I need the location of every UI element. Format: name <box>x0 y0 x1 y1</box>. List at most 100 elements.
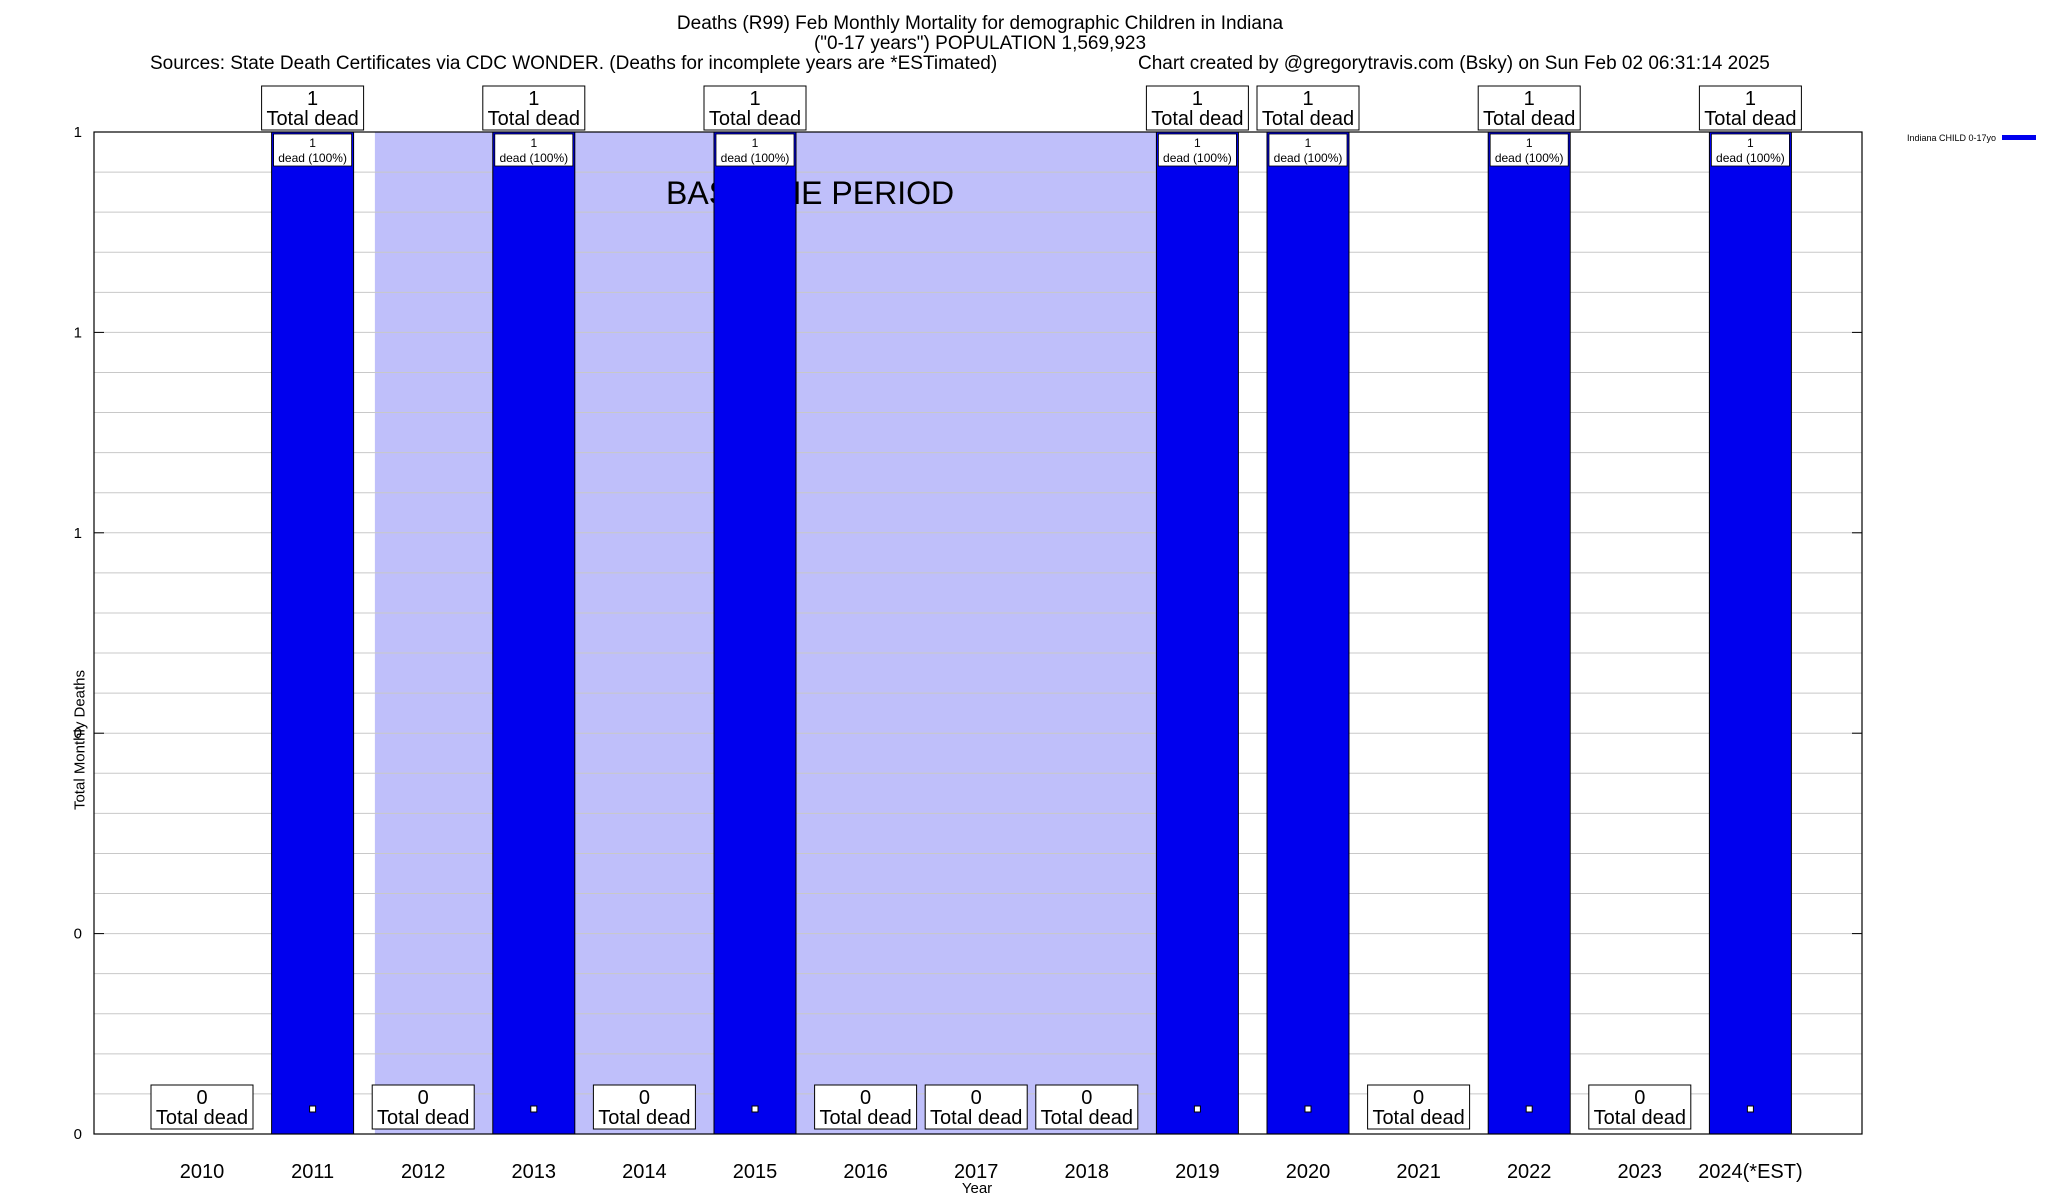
x-tick-label: 2018 <box>1065 1161 1110 1183</box>
plot-frame <box>93 131 1863 1135</box>
bar <box>1266 131 1350 1135</box>
total-dead-text: 0 <box>639 1087 650 1109</box>
total-dead-text: Total dead <box>1262 108 1354 130</box>
sources-text: Sources: State Death Certificates via CD… <box>150 53 998 74</box>
legend-entry-label: Indiana CHILD 0-17yo <box>1907 133 1996 143</box>
total-dead-box <box>371 1084 475 1130</box>
x-tick-label: 2020 <box>1286 1161 1331 1183</box>
y-axis-ticks: 0 0 0 1 1 1 <box>74 124 1862 1143</box>
x-tick-label: 2021 <box>1396 1161 1441 1183</box>
total-dead-text: 1 <box>749 88 760 110</box>
bar-inner-label-box <box>1711 133 1790 167</box>
total-dead-text: Total dead <box>930 1107 1022 1129</box>
x-tick-label: 2017 <box>954 1161 999 1183</box>
x-tick-label: 2015 <box>733 1161 778 1183</box>
total-dead-box <box>814 1084 918 1130</box>
bar-inner-label-box <box>715 133 795 167</box>
chart-subtitle: ("0-17 years") POPULATION 1,569,923 <box>813 33 1147 54</box>
bar-inner-label-box <box>494 133 574 167</box>
total-dead-text: Total dead <box>156 1107 248 1129</box>
x-tick-marker <box>1304 1105 1312 1113</box>
bar-inner-percent: dead (100%) <box>1163 151 1232 165</box>
y-tick-label: 1 <box>74 324 82 341</box>
total-dead-text: 1 <box>528 88 539 110</box>
total-dead-text: 1 <box>307 88 318 110</box>
total-dead-text: 0 <box>418 1087 429 1109</box>
x-axis-label: Year <box>962 1180 992 1197</box>
total-dead-text: Total dead <box>266 108 358 130</box>
x-tick-marker <box>1525 1105 1533 1113</box>
total-dead-box <box>1698 85 1802 131</box>
total-dead-text: 0 <box>1081 1087 1092 1109</box>
x-tick-label: 2016 <box>843 1161 888 1183</box>
total-dead-text: 0 <box>1634 1087 1645 1109</box>
bar <box>713 131 797 1135</box>
total-dead-text: Total dead <box>377 1107 469 1129</box>
total-dead-text: 1 <box>1745 88 1756 110</box>
total-dead-box <box>1035 1084 1139 1130</box>
y-tick-label: 0 <box>74 725 82 742</box>
x-tick-marker <box>1746 1105 1754 1113</box>
x-tick-marker <box>1193 1105 1201 1113</box>
total-dead-text: Total dead <box>709 108 801 130</box>
x-tick-label: 2014 <box>622 1161 667 1183</box>
total-dead-text: Total dead <box>1594 1107 1686 1129</box>
y-tick-label: 0 <box>74 1126 82 1143</box>
y-axis-label: Total Monthly Deaths <box>71 669 89 811</box>
baseline-period-label: BASELINE PERIOD <box>666 175 954 211</box>
bar-inner-count: 1 <box>752 136 759 150</box>
x-tick-label: 2012 <box>401 1161 446 1183</box>
bar-inner-percent: dead (100%) <box>1716 151 1785 165</box>
y-tick-label: 1 <box>74 124 82 141</box>
total-dead-text: 0 <box>971 1087 982 1109</box>
total-dead-box <box>1367 1084 1471 1130</box>
bar-inner-label-box <box>273 133 353 167</box>
legend-swatch <box>2002 135 2036 140</box>
bar-inner-label-box <box>1268 133 1348 167</box>
x-tick-label: 2023 <box>1618 1161 1663 1183</box>
total-dead-text: 1 <box>1524 88 1535 110</box>
total-dead-box <box>150 1084 254 1130</box>
total-dead-text: Total dead <box>598 1107 690 1129</box>
bar-inner-count: 1 <box>1526 136 1533 150</box>
total-dead-text: Total dead <box>1151 108 1243 130</box>
total-dead-text: 0 <box>860 1087 871 1109</box>
bar-inner-count: 1 <box>1747 136 1754 150</box>
bar-inner-percent: dead (100%) <box>1495 151 1564 165</box>
credit-text: Chart created by @gregorytravis.com (Bsk… <box>1138 53 1770 74</box>
x-tick-marker <box>530 1105 538 1113</box>
bar-inner-count: 1 <box>309 136 316 150</box>
bar <box>271 131 355 1135</box>
x-tick-label: 2010 <box>180 1161 225 1183</box>
x-tick-marker <box>309 1105 317 1113</box>
total-dead-text: Total dead <box>488 108 580 130</box>
total-dead-text: 1 <box>1302 88 1313 110</box>
bar <box>1708 131 1792 1135</box>
total-dead-text: Total dead <box>819 1107 911 1129</box>
x-tick-label: 2011 <box>291 1161 334 1183</box>
bar-inner-count: 1 <box>1305 136 1312 150</box>
bar-inner-percent: dead (100%) <box>1274 151 1343 165</box>
bar <box>492 131 576 1135</box>
y-tick-label: 1 <box>74 525 82 542</box>
total-dead-text: Total dead <box>1372 1107 1464 1129</box>
bar-inner-percent: dead (100%) <box>721 151 790 165</box>
y-tick-label: 0 <box>74 926 82 943</box>
total-dead-box <box>482 85 586 131</box>
total-dead-box <box>1256 85 1360 131</box>
total-dead-box <box>1588 1084 1692 1130</box>
total-dead-box <box>703 85 807 131</box>
bar-inner-percent: dead (100%) <box>278 151 347 165</box>
total-dead-text: Total dead <box>1704 108 1796 130</box>
x-tick-label: 2013 <box>512 1161 557 1183</box>
x-tick-label: 2019 <box>1175 1161 1220 1183</box>
total-dead-text: 0 <box>196 1087 207 1109</box>
legend: Indiana CHILD 0-17yo <box>1907 133 2036 143</box>
total-dead-box <box>1145 85 1249 131</box>
total-dead-text: Total dead <box>1483 108 1575 130</box>
total-dead-box <box>261 85 365 131</box>
total-dead-text: 1 <box>1192 88 1203 110</box>
